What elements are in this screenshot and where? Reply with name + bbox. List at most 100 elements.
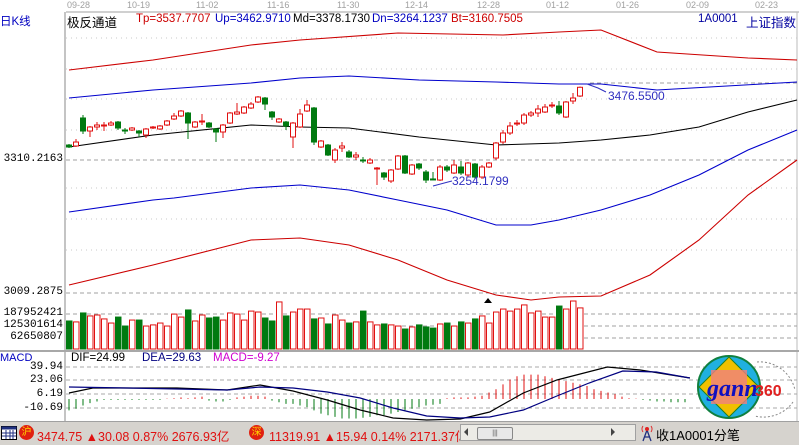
volume-bar — [542, 316, 549, 350]
volume-bar — [143, 325, 150, 350]
volume-label: 62650807 — [10, 331, 63, 343]
candle-body — [290, 122, 296, 138]
volume-bar — [528, 312, 535, 350]
candle-body — [234, 111, 240, 115]
volume-bar — [521, 304, 528, 350]
triangle-marker-icon — [484, 298, 492, 303]
candle — [283, 120, 289, 131]
candle — [563, 101, 569, 118]
scroll-left-arrow-icon[interactable] — [464, 428, 468, 436]
price-label: 3009.2875 — [3, 286, 63, 298]
candle — [430, 172, 436, 181]
candle — [486, 161, 492, 169]
low-annotation: 3254.1799 — [452, 174, 509, 188]
volume-bar — [416, 324, 423, 350]
volume-bar — [451, 325, 458, 350]
candle — [465, 161, 471, 178]
candle-body — [353, 154, 359, 158]
volume-bar — [213, 316, 220, 350]
candle-body — [157, 125, 163, 130]
candle-body — [486, 162, 492, 168]
candle-body — [143, 128, 149, 136]
date-tick-label: 01-26 — [616, 0, 640, 10]
candle — [493, 142, 499, 161]
period-label[interactable]: 日K线 — [0, 16, 31, 28]
candle-body — [458, 166, 464, 174]
candle-body — [416, 163, 422, 169]
candle-body — [94, 124, 100, 128]
candle — [472, 163, 478, 180]
macd-title[interactable]: MACD — [0, 352, 33, 364]
macd-axis-label: 39.94 — [29, 361, 63, 373]
chart-frame — [0, 11, 799, 421]
candle — [332, 147, 338, 164]
volume-bar — [360, 310, 367, 350]
candle-body — [451, 164, 457, 174]
candle — [521, 112, 527, 126]
candle — [164, 120, 170, 126]
scroll-right-arrow-icon[interactable] — [611, 428, 615, 436]
candle — [227, 112, 233, 124]
candle-body — [66, 144, 72, 148]
volume-bar — [101, 318, 108, 350]
candle — [444, 165, 450, 173]
low-marker-line — [432, 180, 453, 187]
candle — [318, 139, 324, 148]
volume-bar — [192, 320, 199, 350]
shanghai-badge: 沪 — [19, 425, 34, 440]
candle — [416, 163, 422, 170]
volume-bar — [346, 322, 353, 350]
candle-body — [80, 117, 86, 132]
shenzhen-quote[interactable]: 11319.91 ▲15.94 0.14% 2171.37亿 — [269, 430, 460, 444]
candle-body — [87, 126, 93, 132]
band-line-up — [68, 75, 798, 99]
svg-text:gann: gann — [706, 376, 758, 402]
calendar-icon[interactable] — [1, 426, 17, 440]
tp-value: Tp=3537.7707 — [136, 13, 211, 25]
volume-bar — [486, 322, 493, 350]
candle-body — [255, 96, 261, 103]
volume-bar — [178, 316, 185, 350]
volume-bar — [283, 315, 290, 350]
candle-body — [472, 163, 478, 178]
candle — [304, 99, 310, 113]
date-tick-label: 11-02 — [196, 0, 219, 10]
candle-body — [339, 145, 345, 149]
candle — [549, 101, 555, 108]
band-line-dn — [68, 129, 798, 226]
up-value: Up=3462.9710 — [215, 13, 291, 25]
volume-bar — [136, 319, 143, 350]
candle-body — [542, 106, 548, 113]
volume-bar — [493, 311, 500, 350]
candle-body — [73, 141, 79, 147]
candle — [528, 111, 534, 118]
candle-body — [220, 124, 226, 133]
volume-bar — [297, 308, 304, 350]
volume-bar — [458, 321, 465, 350]
volume-bar — [395, 325, 402, 350]
shanghai-quote[interactable]: 3474.75 ▲30.08 0.87% 2676.93亿 — [37, 430, 230, 444]
date-tick-label: 02-23 — [755, 0, 779, 10]
indicator-name[interactable]: 极反通道 — [67, 16, 118, 30]
candle-body — [318, 140, 324, 148]
scrollbar-thumb[interactable]: ||| — [477, 427, 513, 440]
candle — [234, 103, 240, 116]
candle — [570, 93, 576, 105]
candle-body — [164, 120, 170, 126]
horizontal-scrollbar[interactable]: ||| — [460, 424, 636, 441]
candle-body — [402, 155, 408, 174]
candle-body — [227, 112, 233, 124]
antenna-icon — [641, 425, 653, 442]
candle — [171, 112, 177, 121]
candle — [213, 128, 219, 143]
candle — [185, 112, 191, 140]
volume-bar — [332, 314, 339, 350]
candle-body — [150, 126, 156, 129]
candle — [325, 144, 331, 156]
dea-value: DEA=29.63 — [142, 352, 202, 364]
volume-bar — [206, 317, 213, 350]
candle-body — [493, 142, 499, 159]
candle — [577, 86, 583, 97]
candle-body — [213, 128, 219, 133]
volume-bar — [241, 319, 248, 350]
